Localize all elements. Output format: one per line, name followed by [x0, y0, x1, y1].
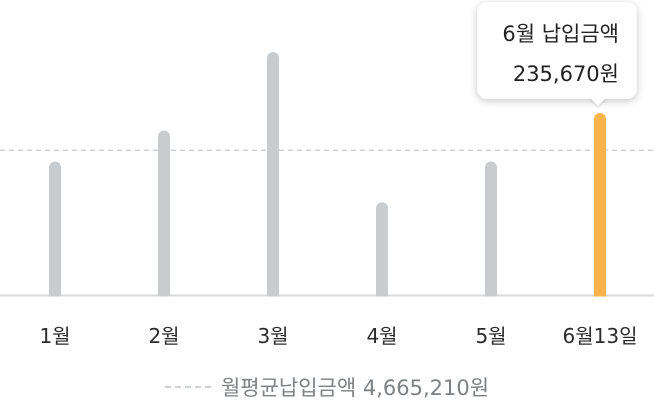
tick-label-3: 3월: [257, 324, 289, 348]
bar-5[interactable]: [485, 161, 497, 301]
tick-label-5: 5월: [475, 324, 507, 348]
bar-chart: [0, 52, 654, 317]
tooltip-arrow: [589, 97, 607, 106]
axis-mask: [0, 296, 654, 317]
tick-label-4: 4월: [366, 324, 398, 348]
tooltip-title: 6월 납입금액: [502, 22, 619, 46]
legend: 월평균납입금액 4,665,210원: [0, 372, 654, 402]
tooltip: 6월 납입금액 235,670원: [477, 2, 637, 99]
tick-label-1: 1월: [39, 324, 71, 348]
tick-label-6: 6월13일: [562, 324, 638, 348]
bar-3[interactable]: [267, 52, 279, 301]
legend-label: 월평균납입금액 4,665,210원: [220, 376, 490, 400]
legend-dashed-line: [164, 386, 211, 388]
bar-6[interactable]: [594, 113, 606, 301]
bar-2[interactable]: [158, 130, 170, 301]
bar-1[interactable]: [49, 161, 61, 301]
bar-4[interactable]: [376, 202, 388, 301]
tick-label-2: 2월: [148, 324, 180, 348]
tooltip-value: 235,670원: [512, 62, 619, 86]
